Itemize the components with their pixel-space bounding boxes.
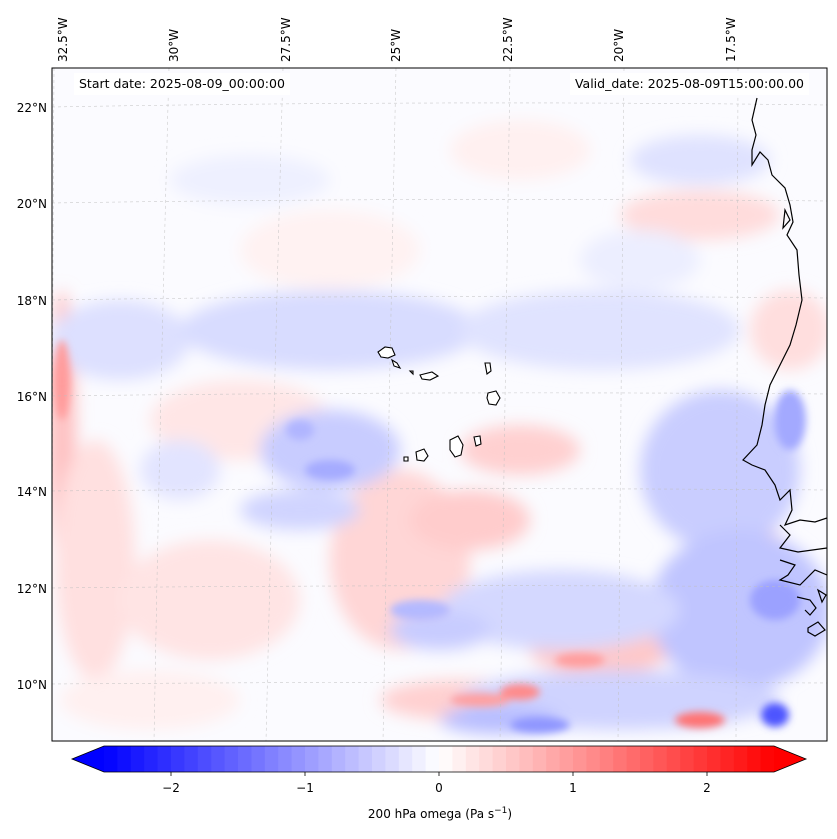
colorbar-tick-label: −1: [296, 781, 314, 795]
lon-label: 25°W: [389, 29, 403, 62]
colorbar-step: [251, 746, 266, 772]
africa-coastline: [742, 97, 827, 527]
colorbar-step: [532, 746, 547, 772]
map-frame: [51, 67, 828, 742]
omega-cores: [54, 340, 806, 733]
colorbar-step: [184, 746, 199, 772]
colorbar-step: [264, 746, 279, 772]
lon-label: 32.5°W: [56, 17, 70, 62]
colorbar-step: [747, 746, 762, 772]
colorbar-step: [130, 746, 145, 772]
lat-label: 10°N: [17, 678, 47, 692]
colorbar-step: [398, 746, 413, 772]
lat-label: 12°N: [17, 582, 47, 596]
colorbar-step: [331, 746, 346, 772]
colorbar-step: [104, 746, 118, 772]
cape-verde-islands: [377, 346, 501, 462]
colorbar-step: [144, 746, 159, 772]
colorbar-step: [224, 746, 239, 772]
colorbar-ticks: [170, 772, 708, 776]
lat-label: 16°N: [17, 390, 47, 404]
colorbar-step: [171, 746, 185, 772]
colorbar-step: [157, 746, 172, 772]
colorbar-step: [506, 746, 520, 772]
colorbar-step: [573, 746, 587, 772]
colorbar-step: [733, 746, 748, 772]
colorbar-step: [452, 746, 467, 772]
colorbar-steps: [104, 746, 775, 772]
lat-labels: 22°N 20°N 18°N 16°N 14°N 12°N 10°N: [17, 101, 47, 692]
colorbar-step: [358, 746, 373, 772]
valid-date-label: Valid_date: 2025-08-09T15:00:00.00: [569, 73, 809, 95]
colorbar-step: [479, 746, 494, 772]
colorbar-step: [412, 746, 427, 772]
lon-label: 22.5°W: [501, 17, 515, 62]
colorbar-step: [653, 746, 668, 772]
lon-labels: 32.5°W 30°W 27.5°W 25°W 22.5°W 20°W 17.5…: [56, 17, 738, 62]
colorbar-step: [626, 746, 641, 772]
start-date-label: Start date: 2025-08-09_00:00:00: [74, 73, 290, 95]
colorbar-extend-min: [72, 746, 104, 772]
colorbar-step: [613, 746, 628, 772]
colorbar: −2 −1 0 1 2: [70, 745, 808, 795]
colorbar-step: [586, 746, 601, 772]
colorbar-step: [680, 746, 695, 772]
colorbar-step: [760, 746, 775, 772]
colorbar-step: [465, 746, 480, 772]
colorbar-step: [305, 746, 319, 772]
colorbar-step: [546, 746, 561, 772]
colorbar-step: [519, 746, 534, 772]
colorbar-tick-label: 1: [569, 781, 577, 795]
lat-label: 20°N: [17, 197, 47, 211]
colorbar-step: [291, 746, 306, 772]
colorbar-step: [238, 746, 252, 772]
colorbar-step: [318, 746, 333, 772]
colorbar-label-suffix: ): [507, 807, 513, 821]
colorbar-step: [640, 746, 654, 772]
colorbar-step: [197, 746, 212, 772]
colorbar-extend-max: [774, 746, 806, 772]
colorbar-step: [385, 746, 400, 772]
map-panel: [52, 68, 827, 741]
colorbar-label-text: 200 hPa omega (Pa s: [367, 807, 495, 821]
colorbar-tick-label: 2: [703, 781, 711, 795]
lon-label: 27.5°W: [279, 17, 293, 62]
colorbar-outline: [70, 745, 808, 773]
colorbar-step: [599, 746, 614, 772]
colorbar-step: [707, 746, 721, 772]
lon-label: 20°W: [612, 29, 626, 62]
lat-label: 18°N: [17, 294, 47, 308]
colorbar-step: [345, 746, 360, 772]
lat-label: 22°N: [17, 101, 47, 115]
colorbar-step: [492, 746, 507, 772]
colorbar-label: 200 hPa omega (Pa s−1): [0, 806, 837, 821]
colorbar-tick-label: −2: [162, 781, 180, 795]
lon-label: 17.5°W: [724, 17, 738, 62]
coastline: [742, 97, 827, 637]
colorbar-step: [720, 746, 735, 772]
colorbar-step: [117, 746, 132, 772]
colorbar-step: [559, 746, 574, 772]
colorbar-step: [693, 746, 708, 772]
colorbar-step: [425, 746, 440, 772]
colorbar-step: [666, 746, 681, 772]
lat-label: 14°N: [17, 485, 47, 499]
colorbar-step: [372, 746, 386, 772]
colorbar-label-exponent: −1: [494, 806, 508, 816]
colorbar-step: [211, 746, 226, 772]
colorbar-step: [439, 746, 453, 772]
colorbar-tick-label: 0: [435, 781, 443, 795]
colorbar-step: [278, 746, 293, 772]
lon-label: 30°W: [167, 29, 181, 62]
